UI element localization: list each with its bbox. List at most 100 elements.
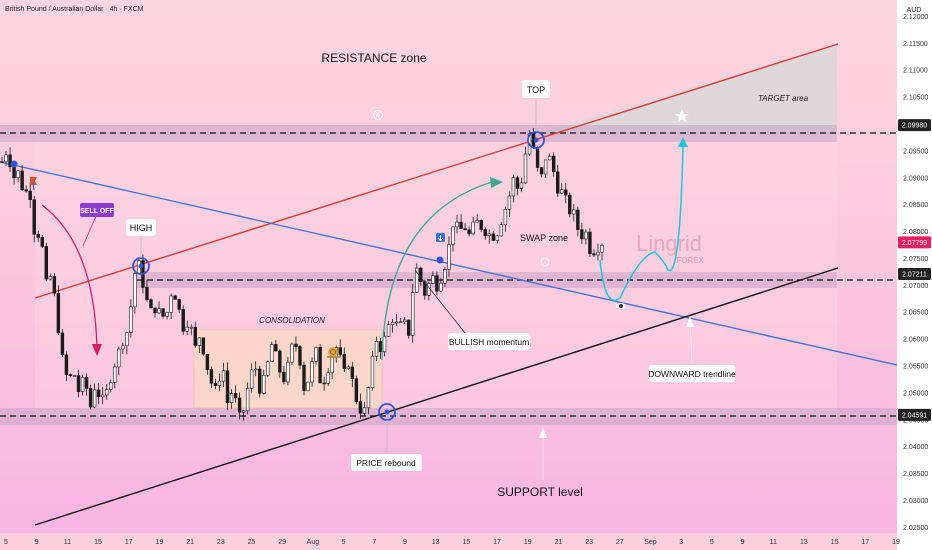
x-tick-label: 5 — [342, 539, 346, 546]
resistance-trendline[interactable] — [34, 43, 839, 299]
candle-body — [253, 368, 258, 371]
candle-body — [217, 380, 222, 386]
top-badge — [522, 80, 550, 98]
candle-body — [362, 407, 367, 414]
rebound-marker-dot — [384, 409, 390, 415]
candle-body — [394, 321, 399, 324]
candle-body — [495, 235, 500, 241]
candle-body — [181, 309, 185, 332]
price-axis: 2.120002.115002.110002.105002.100002.095… — [903, 14, 928, 532]
projection-path — [599, 144, 684, 301]
rebound-arrow — [381, 181, 493, 361]
x-tick-label: 9 — [741, 539, 745, 546]
candle-body — [402, 319, 407, 323]
swap-circle-icon — [540, 257, 550, 267]
candle-body — [149, 299, 153, 309]
x-tick-label: 11 — [770, 539, 777, 546]
watermark-logo: Lingrid — [636, 231, 702, 256]
time-axis-panel[interactable] — [0, 533, 897, 550]
bullish-momentum-label: BULLISH momentum — [449, 337, 529, 347]
candle-body — [16, 170, 20, 179]
x-tick-label: 9 — [403, 539, 407, 546]
candle-body — [487, 233, 491, 236]
candle-body — [121, 345, 125, 350]
candle-body — [229, 393, 234, 403]
candle-body — [463, 228, 467, 231]
chart-title: British Pound / Australian Dollar · 4h ·… — [5, 6, 144, 13]
x-tick-label: 23 — [585, 539, 593, 546]
y-tick-label: 2.10500 — [903, 95, 928, 102]
candle-body — [475, 220, 479, 223]
candle-body — [225, 370, 230, 403]
candle-body — [165, 312, 169, 317]
support-level-label: SUPPORT level — [497, 485, 583, 499]
candle-body — [237, 397, 242, 413]
time-axis: 5 9 11 15 17 19 21 23 25 29 Aug 5 7 9 13 15 17 19 21 23 27 Se… — [4, 539, 900, 546]
price-tag-label: 2.07799 — [902, 240, 927, 247]
candle-body — [205, 353, 210, 370]
y-tick-label: 2.03500 — [903, 471, 928, 478]
candle-body — [8, 154, 12, 168]
candle-body — [503, 209, 508, 225]
candle-body — [600, 244, 604, 253]
y-tick-label: 2.08000 — [903, 229, 928, 236]
candle-body — [523, 153, 528, 184]
y-tick-label: 2.05000 — [903, 390, 928, 397]
bullish-badge — [448, 333, 530, 350]
candle-body — [113, 366, 117, 383]
candle-body — [4, 154, 8, 163]
high-badge — [126, 219, 156, 236]
price-tag-box — [898, 236, 931, 249]
candle-body — [278, 350, 282, 373]
candle-body — [249, 369, 254, 389]
price-tag-box — [898, 408, 931, 421]
x-tick-label: 19 — [892, 539, 900, 546]
candle-body — [306, 381, 310, 392]
price-tags: 2.09980 2.07799 2.07211 2.04591 — [898, 119, 931, 421]
top-marker-dot — [533, 137, 539, 143]
candle-body — [519, 182, 524, 189]
candle-body — [588, 231, 592, 255]
candle-body — [24, 189, 28, 192]
support-trendline[interactable] — [34, 267, 839, 526]
candle-body — [584, 231, 588, 240]
sell-off-arrow — [41, 204, 98, 351]
rebound-badge — [351, 454, 422, 471]
candle-body — [145, 287, 149, 300]
candle-body — [467, 229, 471, 235]
candle-body — [201, 337, 206, 355]
candle-body — [564, 189, 568, 196]
x-tick-label: 23 — [217, 539, 225, 546]
candle-body — [338, 347, 342, 355]
candle-body — [543, 159, 548, 175]
candle-body — [245, 387, 250, 412]
candle-body — [48, 276, 53, 280]
x-tick-label: 15 — [94, 539, 102, 546]
x-tick-label: 19 — [156, 539, 164, 546]
support-leader-head — [539, 428, 547, 438]
eye-icon — [616, 303, 626, 309]
down-arrow-icon — [436, 233, 445, 242]
price-tag-label: 2.09980 — [902, 123, 927, 130]
candle-body — [282, 371, 286, 383]
candle-body — [20, 170, 24, 190]
candle-body — [100, 394, 105, 398]
candle-body — [84, 377, 89, 389]
candle-body — [455, 221, 459, 228]
y-tick-label: 2.09000 — [903, 175, 928, 182]
high-label: HIGH — [130, 223, 153, 233]
candle-body — [358, 401, 363, 414]
candle-body — [511, 177, 516, 197]
candle-body — [76, 375, 81, 393]
snail-icon — [327, 347, 341, 358]
candle-body — [386, 324, 391, 337]
candle-body — [576, 209, 580, 230]
candle-body — [592, 253, 596, 256]
candle-body — [342, 354, 346, 369]
x-tick-label: 3 — [679, 539, 683, 546]
trend-dot-mid — [436, 256, 444, 264]
candle-body — [556, 171, 560, 194]
x-tick-label: 13 — [432, 539, 440, 546]
candle-body — [72, 375, 77, 377]
